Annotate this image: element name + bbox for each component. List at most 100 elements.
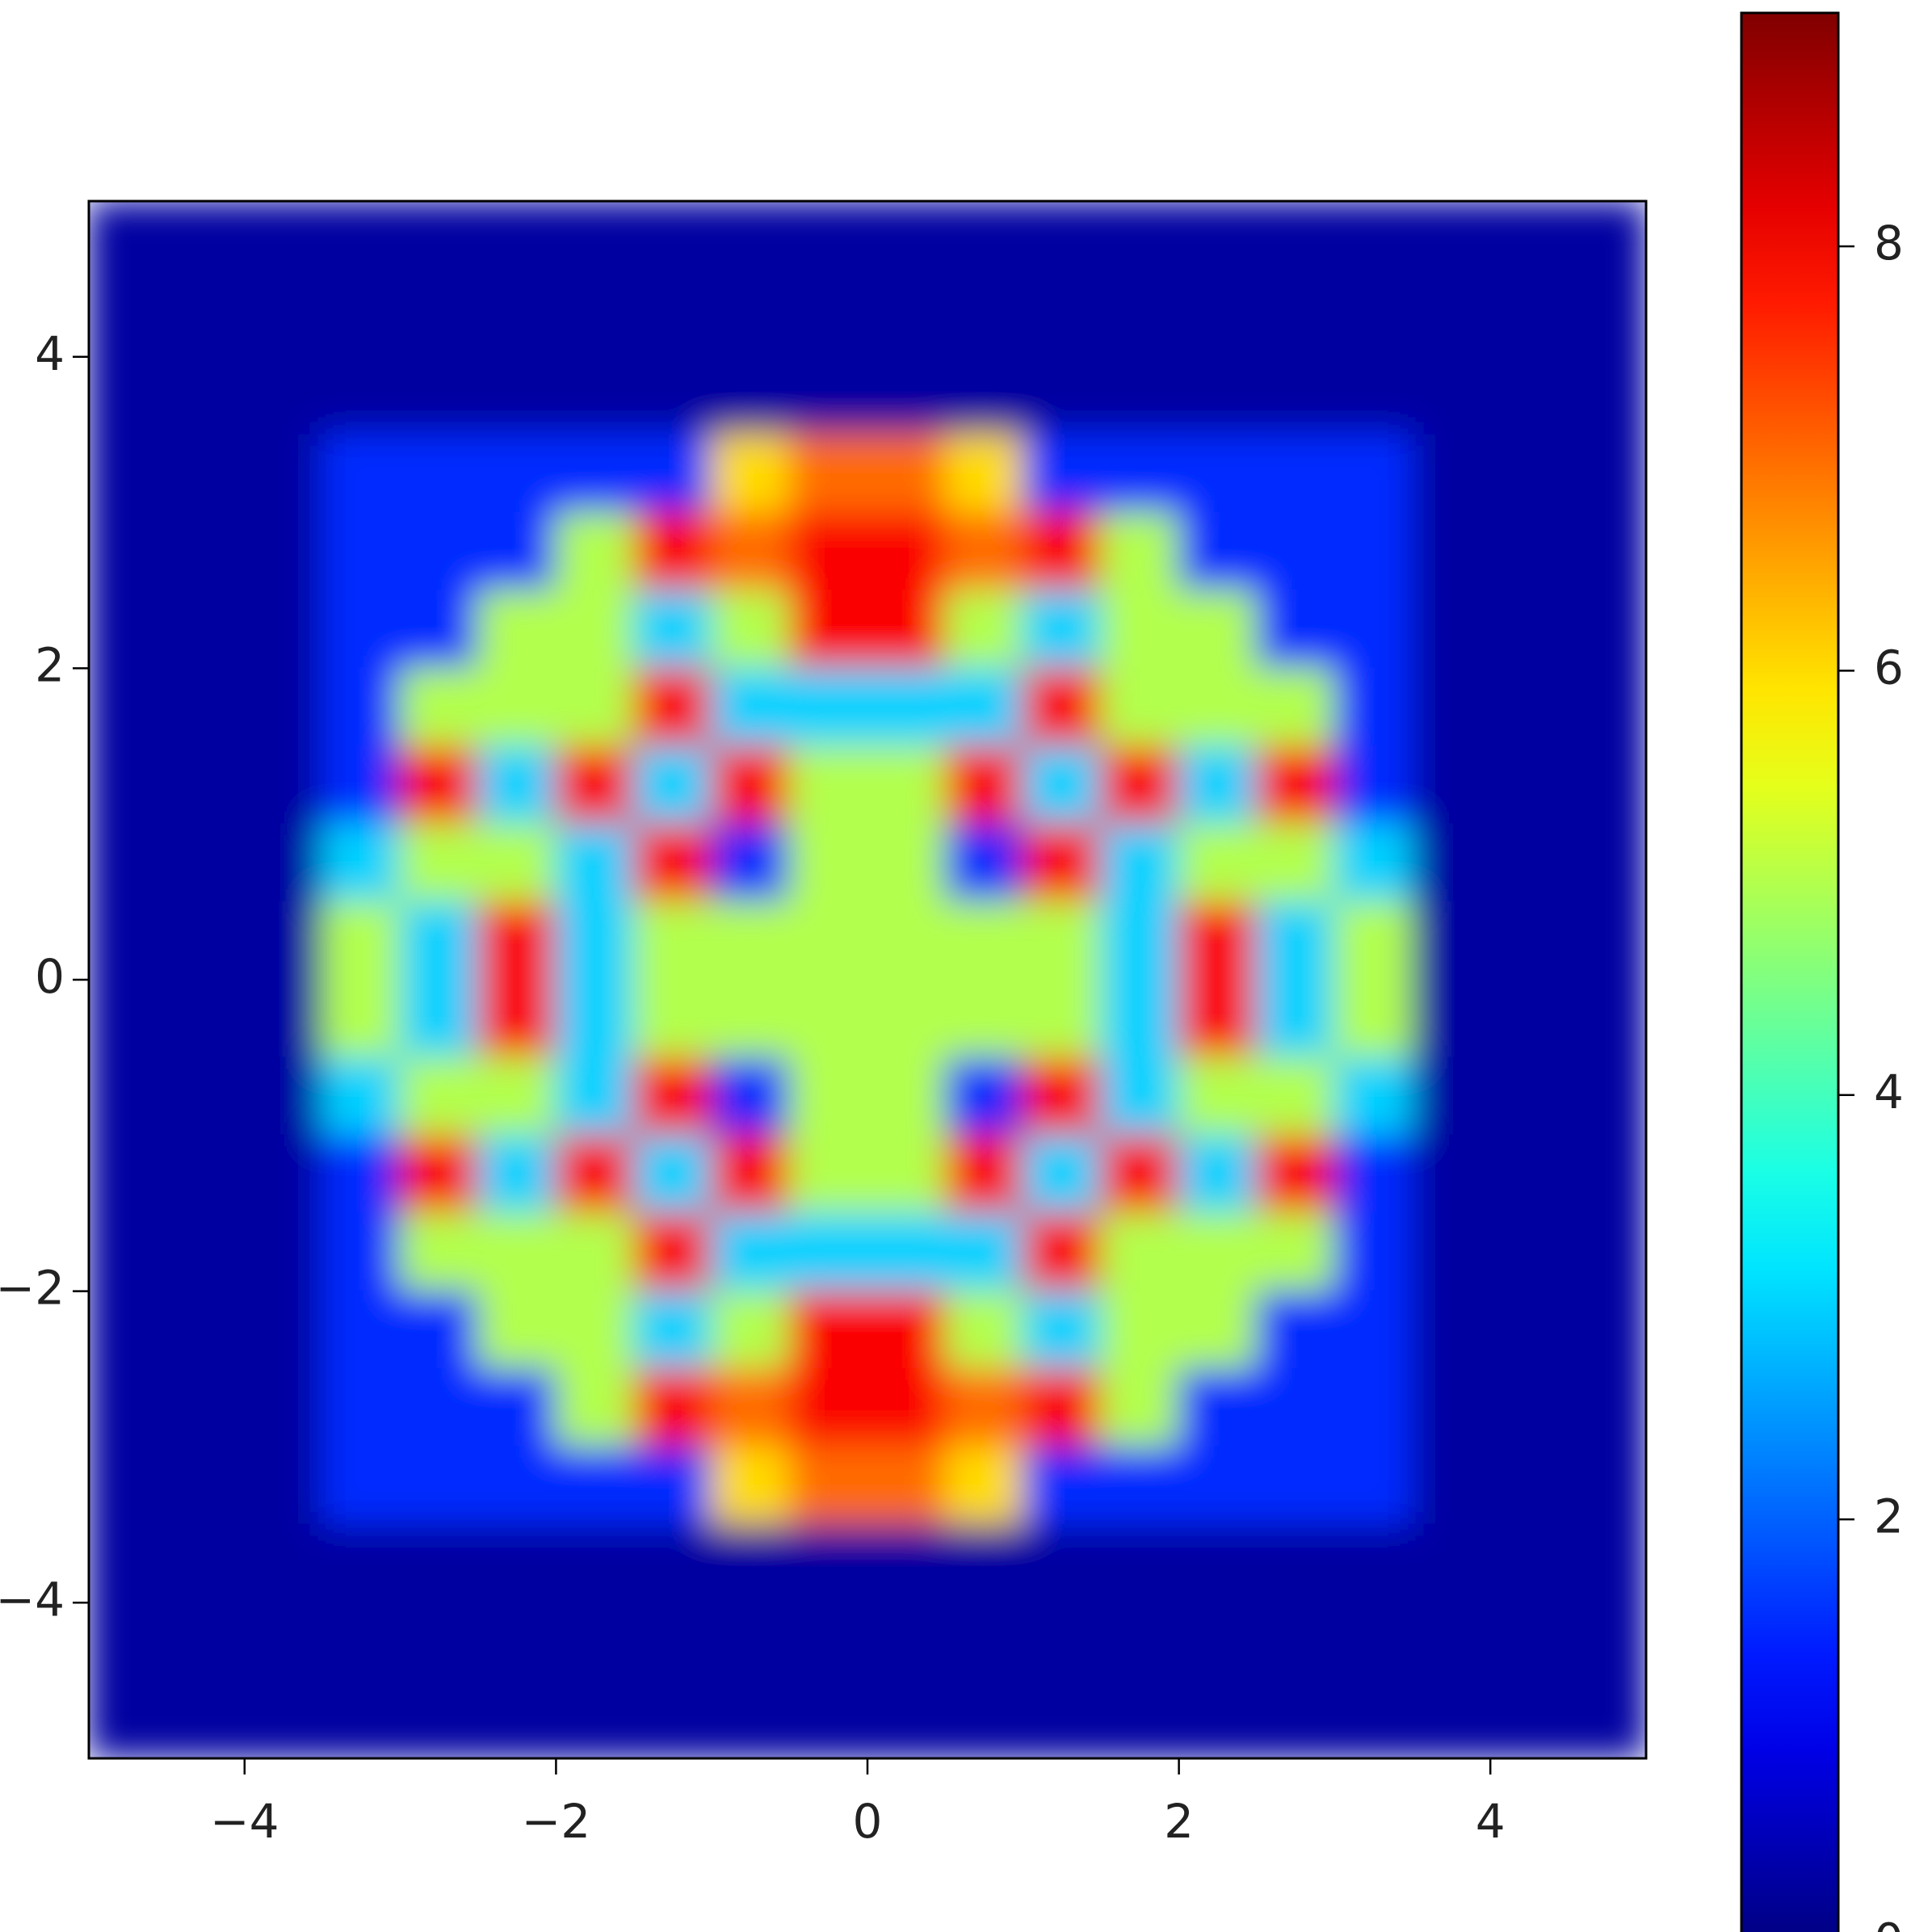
heat-cell — [477, 201, 557, 280]
heat-cell — [321, 434, 401, 514]
heat-cell — [89, 1368, 168, 1448]
heat-cell — [477, 979, 557, 1059]
heat-cell — [867, 590, 947, 670]
heat-cell — [321, 590, 401, 670]
heat-cell — [321, 823, 401, 903]
heat-cell — [321, 1056, 401, 1136]
heat-cell — [711, 1134, 791, 1215]
heat-cell — [1178, 278, 1258, 358]
heat-cell — [399, 278, 479, 358]
heat-cell — [1256, 590, 1336, 670]
heat-cell — [1178, 1368, 1258, 1448]
heat-cell — [1567, 979, 1646, 1059]
heat-cell — [1489, 1212, 1569, 1292]
heat-cell — [321, 667, 401, 747]
heat-cell — [944, 901, 1024, 981]
heat-cell — [867, 823, 947, 903]
heat-cell — [1567, 1523, 1646, 1604]
heat-cell — [1022, 278, 1102, 358]
heat-cell — [711, 511, 791, 591]
heat-cell — [399, 590, 479, 670]
heat-cell — [1411, 901, 1492, 981]
heat-cell — [788, 278, 868, 358]
heat-cell — [1334, 590, 1413, 670]
heat-cell — [1256, 1056, 1336, 1136]
heat-cell — [243, 667, 324, 747]
heat-cell — [1489, 823, 1569, 903]
heat-cell — [555, 1679, 635, 1758]
heat-cell — [89, 1523, 168, 1604]
heat-cell — [711, 1368, 791, 1448]
heat-cell — [321, 1212, 401, 1292]
heat-cell — [1411, 1290, 1492, 1370]
heat-cell — [1489, 355, 1569, 436]
heat-cell — [1022, 745, 1102, 825]
heat-cell — [867, 355, 947, 436]
x-tick-label: 4 — [1476, 1794, 1506, 1849]
heat-cell — [399, 1368, 479, 1448]
heat-cell — [944, 1212, 1024, 1292]
heat-cell — [243, 1368, 324, 1448]
heat-cell — [944, 1056, 1024, 1136]
heatmap-cells — [89, 201, 1646, 1758]
heat-cell — [944, 511, 1024, 591]
heat-cell — [632, 1134, 713, 1215]
heat-cell — [1178, 745, 1258, 825]
heat-cell — [89, 434, 168, 514]
heat-cell — [477, 901, 557, 981]
heat-cell — [867, 1446, 947, 1526]
heat-cell — [1334, 1290, 1413, 1370]
heat-cell — [1100, 434, 1180, 514]
heat-cell — [1489, 1602, 1569, 1682]
heat-cell — [1022, 901, 1102, 981]
heat-cell — [477, 1212, 557, 1292]
heat-cell — [788, 823, 868, 903]
heat-cell — [1100, 1134, 1180, 1215]
heat-cell — [477, 1134, 557, 1215]
heat-cell — [867, 1290, 947, 1370]
heat-cell — [166, 1056, 246, 1136]
heat-cell — [399, 745, 479, 825]
heat-cell — [1100, 1212, 1180, 1292]
heat-cell — [1100, 201, 1180, 280]
heat-cell — [555, 1446, 635, 1526]
heat-cell — [477, 823, 557, 903]
heat-cell — [321, 1523, 401, 1604]
heat-cell — [867, 434, 947, 514]
heat-cell — [243, 1523, 324, 1604]
heat-cell — [1178, 1212, 1258, 1292]
heat-cell — [632, 1290, 713, 1370]
heat-cell — [632, 1602, 713, 1682]
heat-cell — [321, 745, 401, 825]
heat-cell — [166, 901, 246, 981]
heat-cell — [867, 667, 947, 747]
heat-cell — [89, 823, 168, 903]
heat-cell — [1022, 1290, 1102, 1370]
heat-cell — [944, 201, 1024, 280]
heat-cell — [243, 1056, 324, 1136]
heat-cell — [321, 278, 401, 358]
heat-cell — [1489, 901, 1569, 981]
heat-cell — [89, 511, 168, 591]
heat-cell — [632, 1056, 713, 1136]
heat-cell — [1022, 355, 1102, 436]
heat-cell — [321, 1679, 401, 1758]
heat-cell — [1411, 1446, 1492, 1526]
heat-cell — [399, 511, 479, 591]
heat-cell — [867, 745, 947, 825]
heat-cell — [1334, 979, 1413, 1059]
heat-cell — [166, 745, 246, 825]
heat-cell — [477, 1446, 557, 1526]
heat-cell — [711, 1290, 791, 1370]
heat-cell — [1567, 901, 1646, 981]
heat-cell — [944, 1446, 1024, 1526]
heat-cell — [1100, 901, 1180, 981]
heat-cell — [243, 511, 324, 591]
heat-cell — [711, 590, 791, 670]
heat-cell — [711, 1523, 791, 1604]
heat-cell — [944, 1679, 1024, 1758]
heat-cell — [166, 355, 246, 436]
heat-cell — [788, 979, 868, 1059]
heat-cell — [1100, 823, 1180, 903]
